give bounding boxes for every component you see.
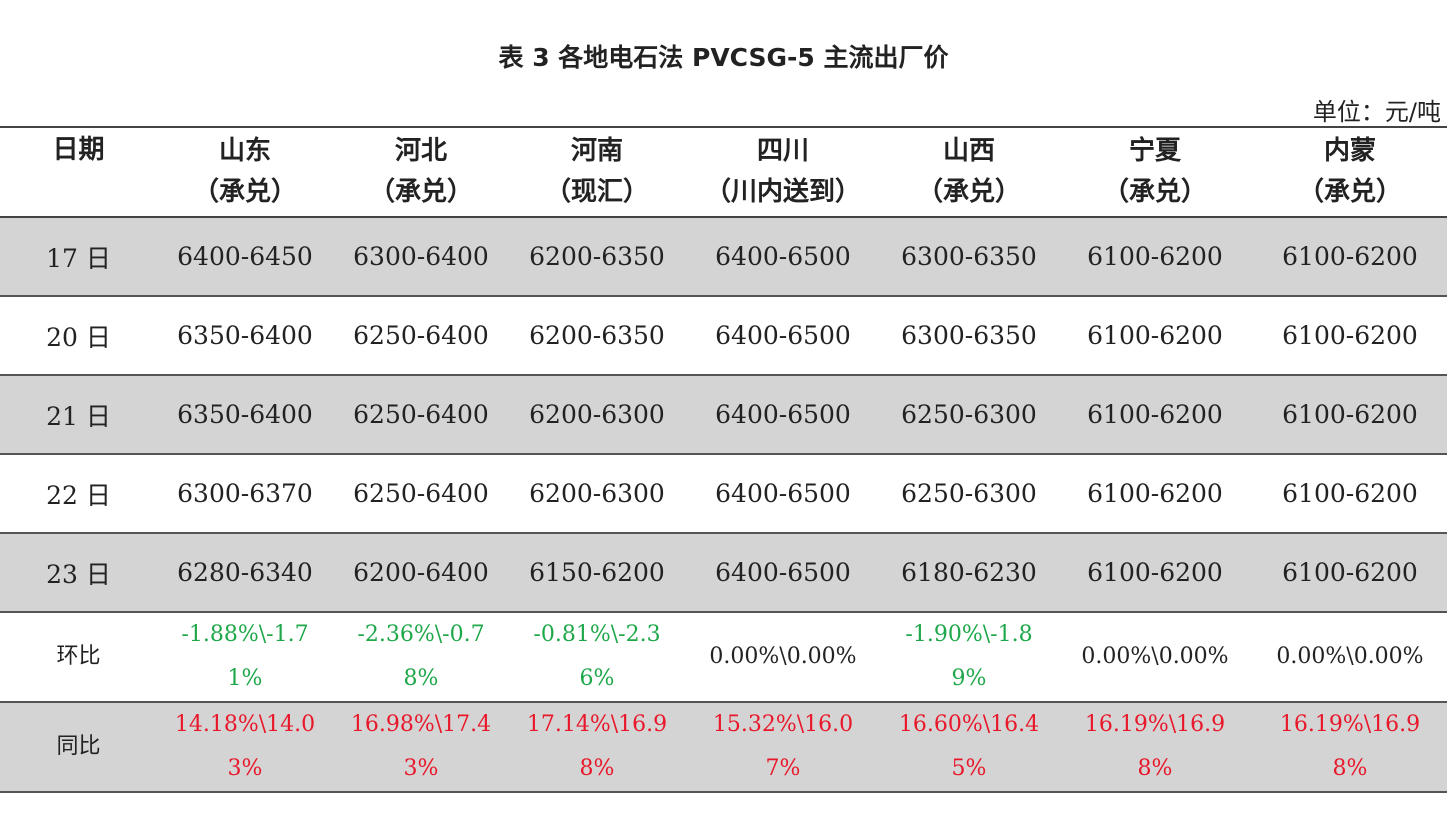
row-date: 22 日 <box>0 454 157 534</box>
price-cell: 6300-6350 <box>881 217 1057 297</box>
price-cell: 6200-6350 <box>509 296 685 376</box>
row-date: 20 日 <box>0 296 157 376</box>
price-cell: 6100-6200 <box>1057 533 1253 613</box>
price-cell: 6400-6500 <box>685 375 881 455</box>
price-cell: 6100-6200 <box>1057 375 1253 455</box>
yoy-cell: 16.60%\16.45% <box>881 702 1057 793</box>
yoy-cell: 16.98%\17.43% <box>333 702 509 793</box>
mom-label: 环比 <box>0 612 157 703</box>
header-henan: 河南 （现汇） <box>509 126 685 218</box>
price-cell: 6100-6200 <box>1253 217 1447 297</box>
price-cell: 6100-6200 <box>1253 533 1447 613</box>
yoy-cell: 16.19%\16.98% <box>1057 702 1253 793</box>
header-shanxi: 山西 （承兑） <box>881 126 1057 218</box>
price-cell: 6280-6340 <box>157 533 333 613</box>
yoy-cell: 14.18%\14.03% <box>157 702 333 793</box>
mom-cell: 0.00%\0.00% <box>685 612 881 703</box>
header-sichuan: 四川 （川内送到） <box>685 126 881 218</box>
price-cell: 6100-6200 <box>1253 296 1447 376</box>
price-table: 日期 山东 （承兑） 河北 （承兑） 河南 （现汇） 四川 （川内送到） 山西 （承兑） … <box>0 126 1447 793</box>
price-cell: 6200-6400 <box>333 533 509 613</box>
price-cell: 6250-6300 <box>881 375 1057 455</box>
mom-cell: 0.00%\0.00% <box>1057 612 1253 703</box>
header-hebei: 河北 （承兑） <box>333 126 509 218</box>
row-date: 23 日 <box>0 533 157 613</box>
price-cell: 6250-6400 <box>333 296 509 376</box>
price-cell: 6400-6500 <box>685 533 881 613</box>
price-cell: 6400-6500 <box>685 217 881 297</box>
mom-row: 环比 -1.88%\-1.71% -2.36%\-0.78% -0.81%\-2… <box>0 612 1447 703</box>
unit-label: 单位：元/吨 <box>1312 98 1441 126</box>
mom-cell: 0.00%\0.00% <box>1253 612 1447 703</box>
row-date: 17 日 <box>0 217 157 297</box>
mom-cell: -0.81%\-2.36% <box>509 612 685 703</box>
price-cell: 6200-6350 <box>509 217 685 297</box>
price-cell: 6300-6370 <box>157 454 333 534</box>
yoy-cell: 17.14%\16.98% <box>509 702 685 793</box>
yoy-cell: 15.32%\16.07% <box>685 702 881 793</box>
price-cell: 6100-6200 <box>1253 375 1447 455</box>
header-row: 日期 山东 （承兑） 河北 （承兑） 河南 （现汇） 四川 （川内送到） 山西 （承兑） … <box>0 126 1447 218</box>
row-date: 21 日 <box>0 375 157 455</box>
mom-cell: -1.90%\-1.89% <box>881 612 1057 703</box>
header-ningxia: 宁夏 （承兑） <box>1057 126 1253 218</box>
table-row: 17 日 6400-6450 6300-6400 6200-6350 6400-… <box>0 217 1447 297</box>
table-row: 23 日 6280-6340 6200-6400 6150-6200 6400-… <box>0 533 1447 613</box>
header-shandong: 山东 （承兑） <box>157 126 333 218</box>
price-cell: 6400-6450 <box>157 217 333 297</box>
mom-cell: -1.88%\-1.71% <box>157 612 333 703</box>
header-date: 日期 <box>0 126 157 218</box>
price-cell: 6200-6300 <box>509 454 685 534</box>
yoy-row: 同比 14.18%\14.03% 16.98%\17.43% 17.14%\16… <box>0 702 1447 793</box>
header-neimeng: 内蒙 （承兑） <box>1253 126 1447 218</box>
price-cell: 6250-6300 <box>881 454 1057 534</box>
price-cell: 6350-6400 <box>157 375 333 455</box>
table-row: 21 日 6350-6400 6250-6400 6200-6300 6400-… <box>0 375 1447 455</box>
price-cell: 6250-6400 <box>333 454 509 534</box>
price-cell: 6250-6400 <box>333 375 509 455</box>
price-cell: 6200-6300 <box>509 375 685 455</box>
price-cell: 6350-6400 <box>157 296 333 376</box>
price-cell: 6100-6200 <box>1057 217 1253 297</box>
price-cell: 6100-6200 <box>1057 296 1253 376</box>
price-cell: 6100-6200 <box>1253 454 1447 534</box>
yoy-cell: 16.19%\16.98% <box>1253 702 1447 793</box>
price-cell: 6300-6350 <box>881 296 1057 376</box>
table-title: 表 3 各地电石法 PVCSG-5 主流出厂价 <box>498 43 949 72</box>
price-cell: 6400-6500 <box>685 296 881 376</box>
price-cell: 6150-6200 <box>509 533 685 613</box>
mom-cell: -2.36%\-0.78% <box>333 612 509 703</box>
yoy-label: 同比 <box>0 702 157 793</box>
price-cell: 6300-6400 <box>333 217 509 297</box>
price-cell: 6400-6500 <box>685 454 881 534</box>
price-cell: 6100-6200 <box>1057 454 1253 534</box>
table-row: 22 日 6300-6370 6250-6400 6200-6300 6400-… <box>0 454 1447 534</box>
price-cell: 6180-6230 <box>881 533 1057 613</box>
table-row: 20 日 6350-6400 6250-6400 6200-6350 6400-… <box>0 296 1447 376</box>
